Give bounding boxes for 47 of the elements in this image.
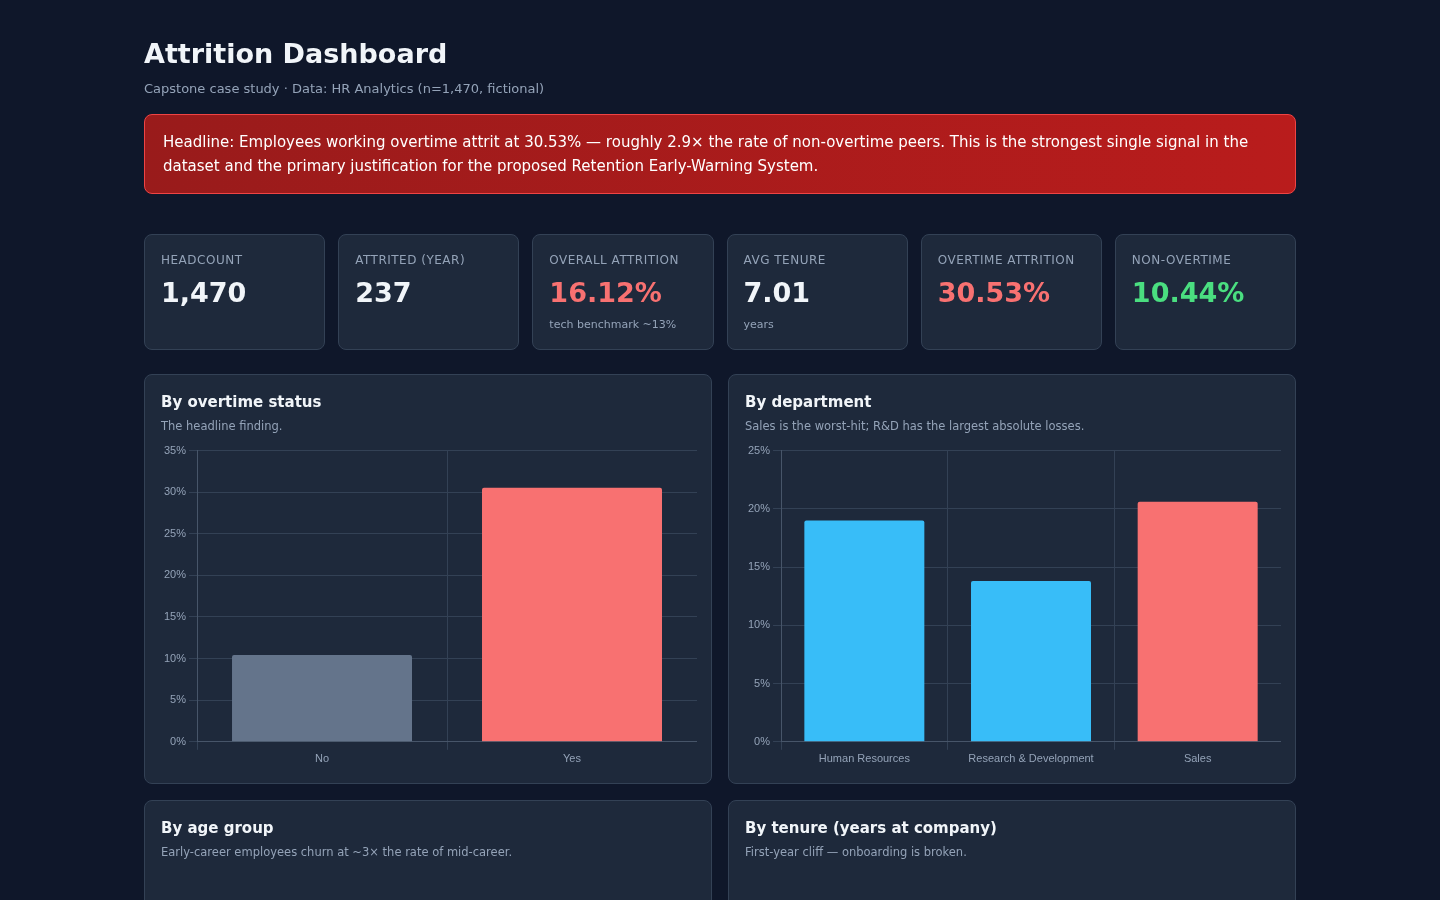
text: 30.53% [937,277,1052,308]
y-tick-label: 25% [747,443,771,456]
text: AVG TENURE [743,253,827,267]
text: Capstone case study · Data: HR Analytics (n=1,470, fictional) [144,81,546,96]
x-tick-label: Research & Development [968,752,1094,765]
x-tick-label: No [314,752,330,765]
text: tech benchmark ~13% [549,318,678,331]
chart-title: By department [745,393,873,411]
chart-subtitle: The headline finding. [161,419,284,433]
y-tick-label: 25% [163,526,187,539]
bar [971,581,1092,742]
y-tick-label: 20% [747,501,771,514]
y-tick-label: 35% [163,443,187,456]
text: 7.01 [743,277,812,308]
x-tick-label: Human Resources [818,752,911,765]
y-tick-label: 20% [163,568,187,581]
text: By age group [161,819,275,837]
y-tick-label: 5% [754,676,771,689]
text: By tenure (years at company) [745,819,998,837]
y-tick-label: 15% [163,610,187,623]
text: OVERALL ATTRITION [549,253,680,267]
text: Headline: Employees working overtime attrit at 30.53% — roughly 2.9× the rate of non-overtime peers. This is the strongest single signal in the dataset and the primary justification for the proposed Retention Early-Warning System. [144,114,1296,194]
y-tick-label: 30% [163,485,187,498]
text: Attrition Dashboard [144,38,449,69]
text: Early-career employees churn at ~3× the rate of mid-career. [161,845,514,859]
y-tick-label: 0% [170,734,187,747]
text: 1,470 [161,277,248,308]
text: 16.12% [549,277,663,308]
text: OVERTIME ATTRITION [937,253,1076,267]
x-tick-label: Yes [563,752,582,765]
y-tick-label: 10% [747,618,771,631]
chart-subtitle: Sales is the worst-hit; R&D has the largest absolute losses. [745,419,1086,433]
text: 237 [355,277,413,308]
y-tick-label: 10% [163,651,187,664]
y-tick-label: 5% [170,693,187,706]
bar [804,520,925,742]
bar [1137,501,1258,742]
chart-title: By overtime status [161,393,323,411]
text: 10.44% [1131,277,1246,308]
text: NON-OVERTIME [1131,253,1233,267]
text: First-year cliff — onboarding is broken. [745,845,968,859]
y-tick-label: 0% [754,734,771,747]
x-tick-label: Sales [1183,752,1212,765]
text: ATTRITED (YEAR) [355,253,467,267]
text: HEADCOUNT [161,253,244,267]
y-tick-label: 15% [747,560,771,573]
text: years [743,318,775,331]
